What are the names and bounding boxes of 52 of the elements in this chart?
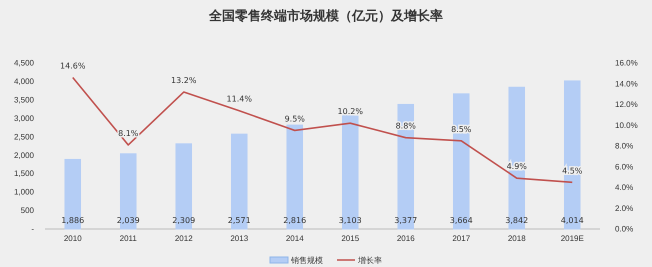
data-label: 3,377 [394, 216, 418, 225]
x-tick-label: 2012 [174, 234, 194, 243]
y-tick-label: 3,500 [14, 95, 35, 104]
data-label: 1,886 [61, 216, 84, 225]
y2-tick-label: 2.0% [615, 204, 634, 213]
data-label: 13.2% [171, 76, 197, 86]
data-label: 3,842 [505, 216, 528, 225]
data-label: 14.6% [60, 62, 86, 71]
y2-tick-label: 12.0% [615, 100, 638, 110]
y-tick-label: 2,000 [14, 150, 35, 160]
x-tick-label: 2016 [396, 234, 416, 243]
data-label: 8.8% [396, 122, 416, 131]
y2-tick-label: 0.0% [615, 224, 634, 234]
y-tick-label: 500 [20, 206, 35, 216]
x-tick-label: 2011 [120, 234, 138, 243]
data-label: 2,571 [228, 216, 251, 225]
data-label: 8.1% [118, 128, 139, 138]
y-tick-label: 4,000 [14, 77, 35, 86]
x-tick-label: 2018 [508, 234, 526, 243]
y2-tick-label: 14.0% [615, 79, 638, 88]
data-label: 4,014 [560, 216, 584, 225]
y-tick-label: 3,000 [14, 114, 35, 123]
data-label: 11.4% [226, 94, 252, 104]
y-tick-label: 2,500 [14, 132, 35, 142]
y2-tick-label: 16.0% [615, 58, 638, 68]
data-label: 3,103 [338, 216, 362, 225]
y-tick-label: 4,500 [14, 58, 35, 68]
y-tick-label: 1,000 [14, 188, 35, 197]
legend-label: 销售规模 [290, 256, 323, 265]
y-tick-label: - [31, 224, 34, 234]
y-tick-label: 1,500 [14, 169, 35, 178]
x-tick-label: 2013 [230, 234, 249, 243]
y2-tick-label: 10.0% [615, 120, 638, 130]
y2-tick-label: 8.0% [615, 142, 634, 151]
data-label: 2,309 [172, 216, 196, 225]
x-tick-label: 2019E [560, 234, 584, 243]
y2-tick-label: 6.0% [615, 162, 634, 172]
data-label: 4.5% [562, 166, 583, 176]
data-label: 10.2% [338, 107, 364, 116]
data-label: 9.5% [284, 114, 306, 124]
data-label: 3,664 [450, 216, 473, 225]
data-label: 2,039 [116, 216, 140, 225]
data-label: 4.9% [506, 162, 528, 172]
x-tick-label: 2010 [64, 234, 82, 243]
legend-label: 增长率 [357, 256, 382, 265]
chart-title: 全国零售终端市场规模（亿元）及增长率 [208, 8, 443, 24]
data-label: 2,816 [283, 216, 306, 225]
x-tick-label: 2014 [286, 234, 304, 243]
x-tick-label: 2017 [452, 234, 471, 243]
y2-tick-label: 4.0% [615, 183, 634, 192]
data-label: 8.5% [451, 124, 472, 134]
x-tick-label: 2015 [341, 234, 360, 243]
